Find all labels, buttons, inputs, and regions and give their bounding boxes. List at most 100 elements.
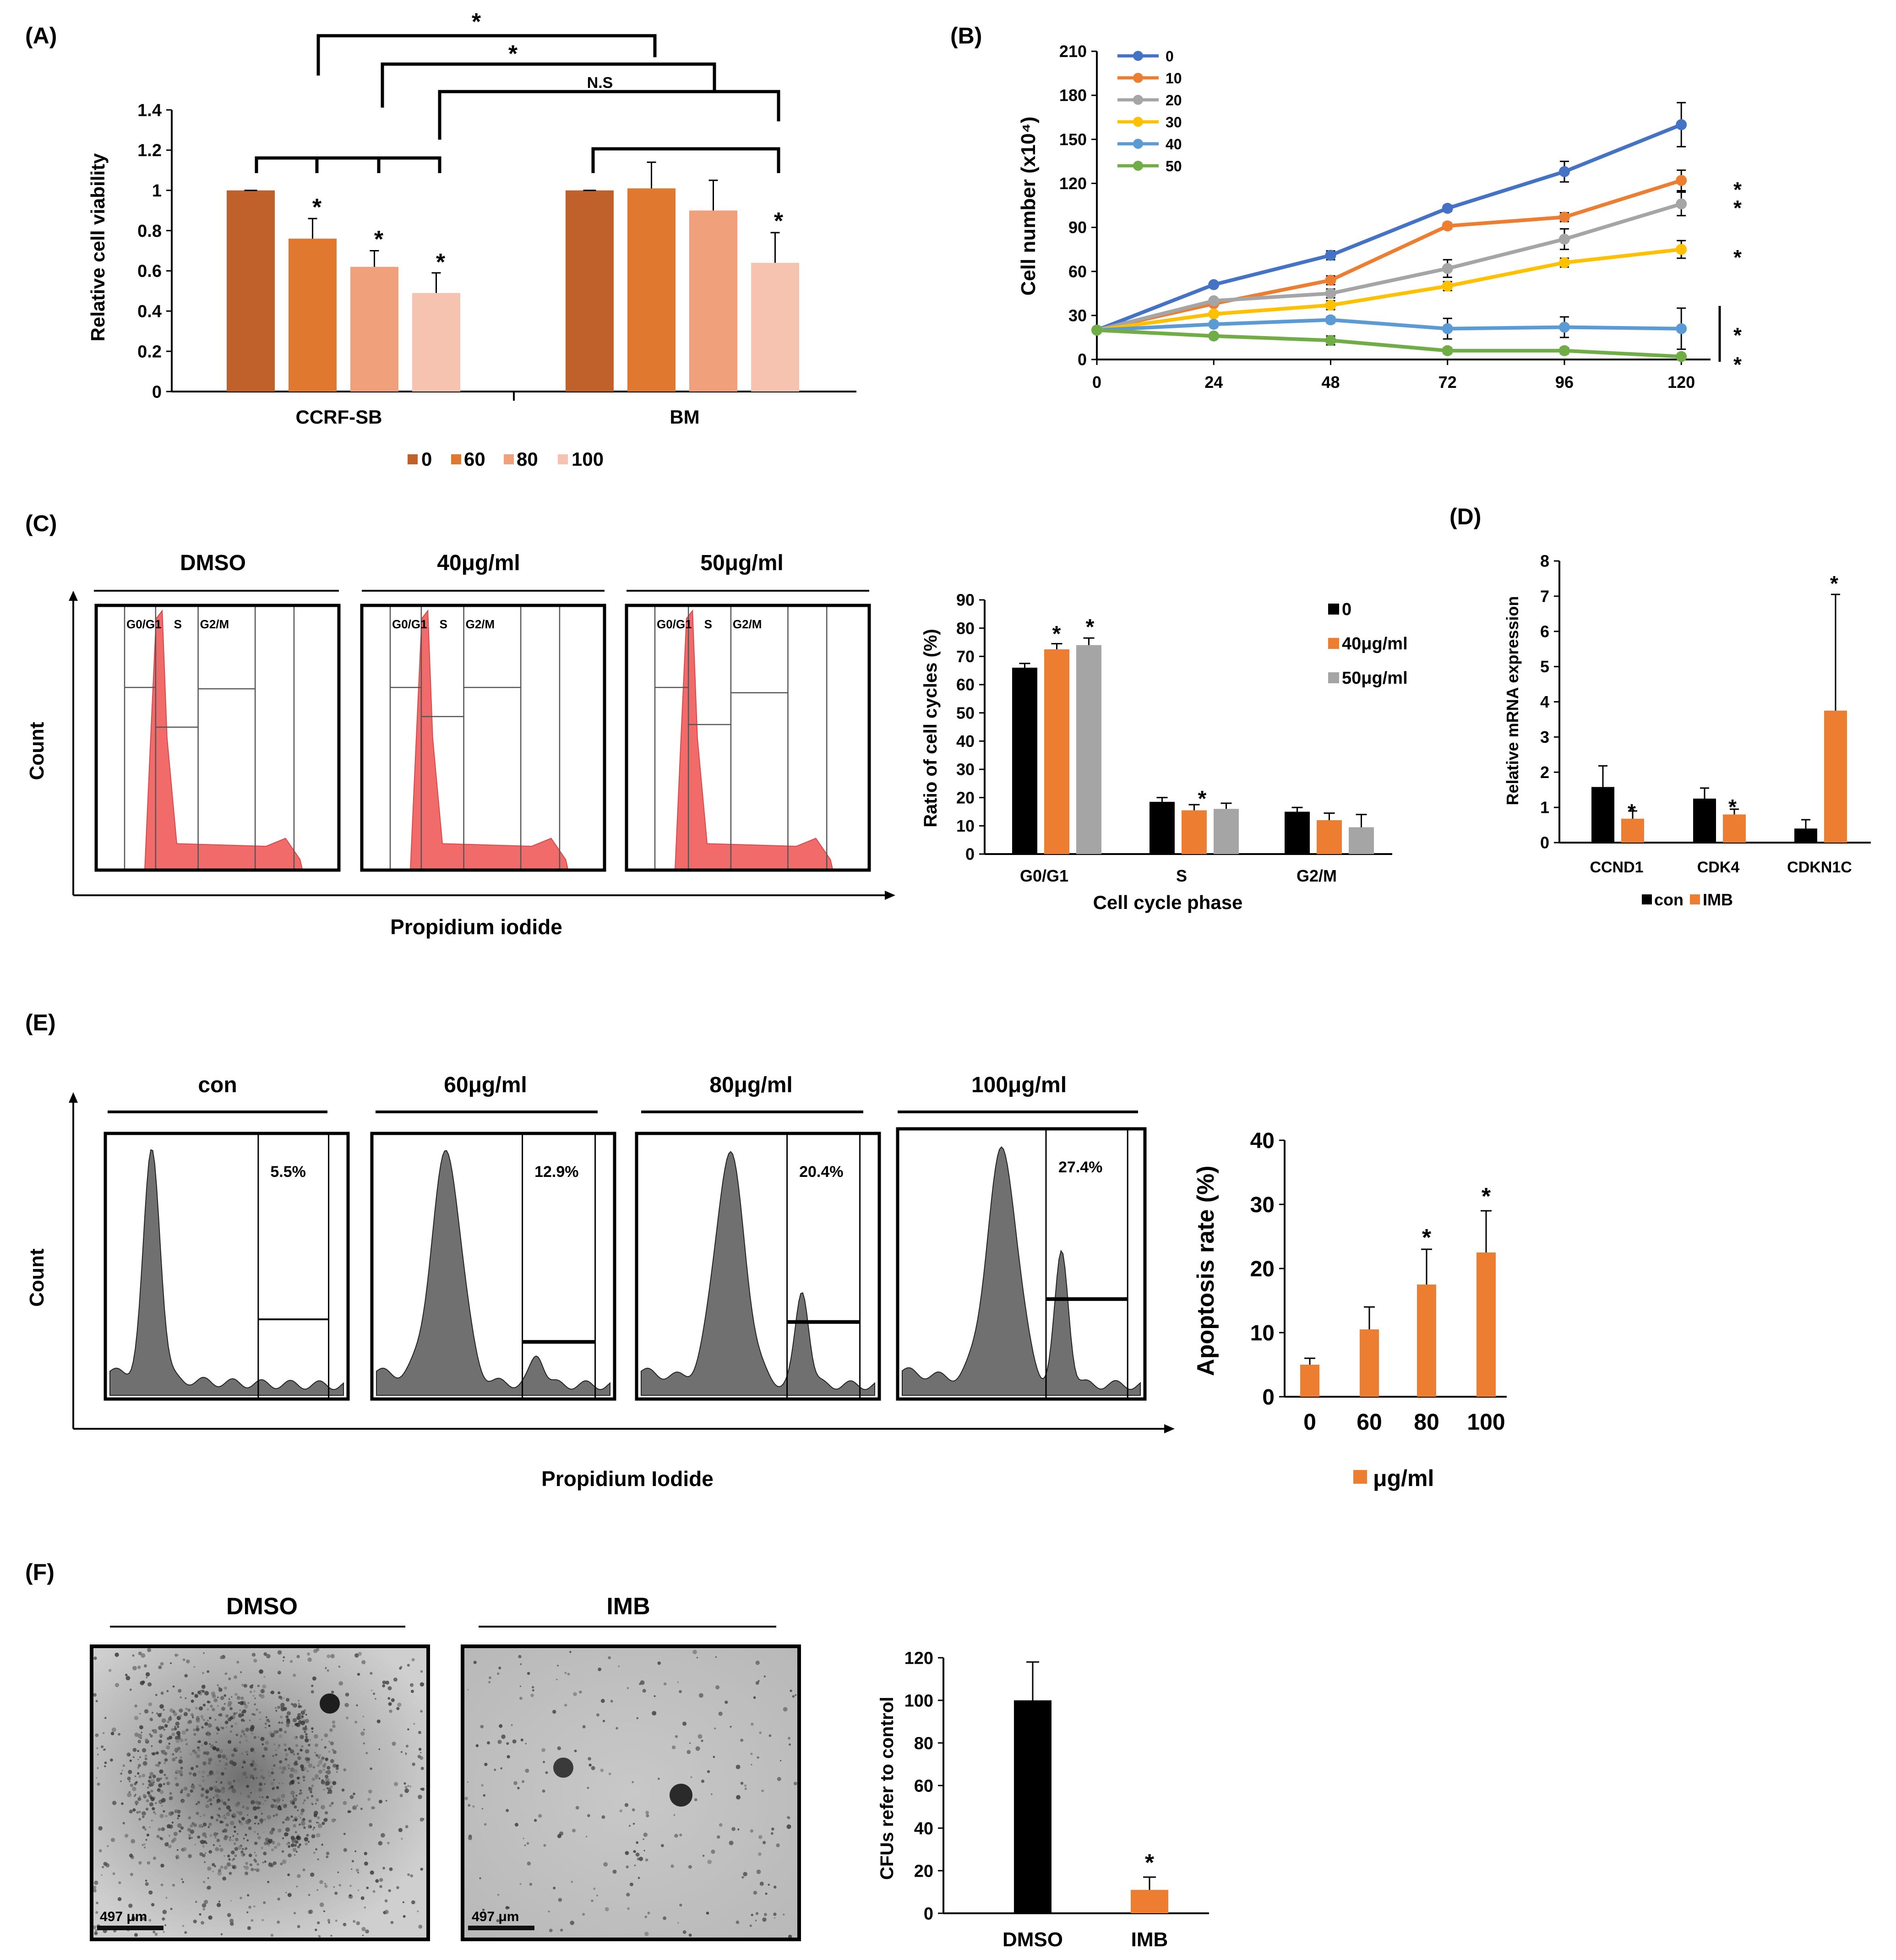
c-legend-label-40: 40μg/ml [1342, 634, 1408, 653]
f-cell-dot [324, 1746, 327, 1749]
b-point-0-96 [1558, 166, 1570, 177]
f-cell-dot [145, 1808, 149, 1811]
f-cell-dot [232, 1835, 234, 1837]
f-cell-dot [398, 1828, 403, 1832]
f-cell-dot [484, 1823, 487, 1826]
f-cell-dot [251, 1800, 255, 1805]
a-legend-swatch-80 [504, 454, 514, 464]
f-cell-dot [122, 1764, 125, 1767]
f-cell-dot [221, 1789, 225, 1794]
f-cell-dot [163, 1931, 165, 1933]
f-cell-dot [532, 1686, 534, 1688]
f-cell-dot [290, 1843, 294, 1847]
f-cell-dot [151, 1797, 155, 1802]
f-cell-dot [366, 1886, 369, 1889]
f-cell-dot [268, 1725, 271, 1727]
f-cell-dot [200, 1840, 205, 1845]
f-cell-dot [323, 1818, 328, 1822]
f-cell-dot [243, 1761, 246, 1764]
f-cell-dot [251, 1764, 253, 1765]
f-cell-dot [217, 1871, 222, 1876]
f-cell-dot [163, 1709, 165, 1711]
f-cell-dot [369, 1823, 373, 1827]
f-cell-dot [198, 1706, 203, 1711]
f-cell-dot [305, 1719, 309, 1723]
f-cell-dot [506, 1742, 509, 1745]
f-cell-dot [267, 1843, 268, 1845]
f-cell-dot [191, 1692, 194, 1695]
d-ytick-label-2: 2 [1540, 763, 1549, 782]
f-cell-dot [162, 1910, 167, 1914]
f-cell-dot [264, 1783, 266, 1785]
f-cell-dot [231, 1696, 233, 1698]
f-cell-dot [207, 1877, 209, 1879]
f-cell-dot [404, 1786, 408, 1789]
c-hist-gate-label-s-1: S [440, 617, 447, 631]
b-point-40-96 [1558, 321, 1570, 333]
f-cell-dot [420, 1767, 424, 1770]
f-cell-dot [257, 1823, 260, 1825]
e-ytick-label-2: 20 [1250, 1257, 1275, 1281]
f-cell-dot [224, 1720, 229, 1725]
f-cell-dot [786, 1824, 791, 1829]
f-cell-dot [420, 1682, 425, 1687]
f-cell-dot [218, 1814, 220, 1817]
c-hist-gate-label-s-2: S [704, 617, 712, 631]
a-annot-100: * [436, 249, 446, 276]
b-point-10-48 [1325, 274, 1336, 286]
f-cell-dot [283, 1743, 287, 1746]
f-cell-dot [543, 1844, 546, 1847]
f-cell-dot [150, 1790, 153, 1793]
f-cell-dot [317, 1858, 319, 1861]
f-cell-dot [168, 1717, 172, 1721]
f-cell-dot [149, 1782, 153, 1785]
f-cell-dot [743, 1872, 747, 1877]
f-cell-dot [129, 1688, 132, 1691]
a-ytick-label-7: 1.4 [137, 101, 162, 120]
f-cell-dot [216, 1764, 219, 1767]
b-legend-label-20: 20 [1166, 92, 1182, 109]
f-cell-dot [587, 1814, 590, 1817]
f-cell-dot [169, 1708, 174, 1713]
f-cell-dot [243, 1733, 245, 1736]
c-ytick-label-3: 30 [956, 760, 975, 779]
f-cell-dot [407, 1785, 409, 1787]
f-cell-dot [318, 1935, 320, 1937]
f-cell-dot [326, 1787, 329, 1790]
f-cell-dot [160, 1736, 162, 1738]
a-bars [227, 161, 799, 392]
c-hist-gate-label-g2-0: G2/M [200, 617, 229, 631]
f-cell-dot [601, 1815, 605, 1819]
e-hist-percent-1: 12.9% [534, 1163, 578, 1181]
f-cell-dot [277, 1920, 280, 1924]
f-cell-dot [166, 1690, 169, 1693]
f-cell-dot [253, 1736, 256, 1739]
f-cell-dot [224, 1767, 226, 1769]
f-cell-dot [645, 1858, 648, 1862]
f-cell-dot [303, 1767, 307, 1770]
f-cell-dot [626, 1893, 630, 1897]
f-cell-dot [217, 1833, 218, 1835]
f-cell-dot [277, 1897, 280, 1901]
f-cell-dot [771, 1832, 774, 1835]
f-cell-dot [293, 1703, 297, 1708]
f-cell-dot [644, 1916, 648, 1918]
f-cell-dot [158, 1761, 161, 1764]
f-cell-dot [789, 1743, 791, 1746]
f-cell-dot [300, 1821, 305, 1826]
f-cell-dot [773, 1885, 777, 1889]
f-cell-dot [259, 1818, 264, 1823]
f-image-imb-frame [461, 1644, 801, 1941]
f-cell-dot [410, 1874, 413, 1878]
f-cell-dot [120, 1772, 123, 1775]
f-dmso-scale-bar [97, 1926, 163, 1930]
f-cell-dot [688, 1933, 692, 1937]
a-bracket-top [316, 34, 657, 76]
f-cell-dot [188, 1837, 191, 1840]
f-cell-dot [161, 1798, 166, 1803]
f-cell-dot [266, 1796, 269, 1799]
f-cell-dot [204, 1722, 208, 1726]
f-cell-dot [239, 1709, 241, 1711]
f-cell-dot [200, 1715, 204, 1718]
f-cell-dot [506, 1809, 509, 1812]
